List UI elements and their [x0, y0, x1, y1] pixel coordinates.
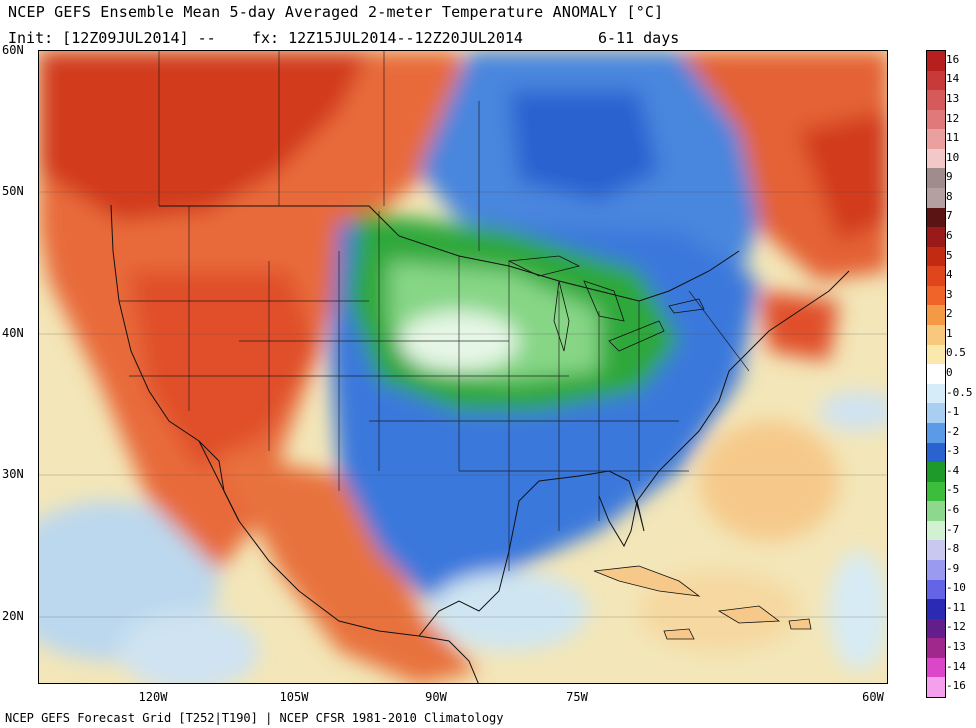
colorbar-cell — [927, 383, 945, 404]
colorbar-label: -3 — [946, 444, 960, 458]
colorbar-cell — [927, 51, 945, 72]
coastlines — [110, 204, 850, 683]
colorbar-cell — [927, 285, 945, 306]
great-lakes — [507, 255, 705, 352]
colorbar-label: -13 — [946, 640, 966, 654]
colorbar-label: 7 — [946, 209, 953, 223]
lon-label-105w: 105W — [279, 690, 309, 704]
colorbar-cell — [927, 246, 945, 267]
caribbean-islands — [593, 565, 812, 640]
colorbar-label: -0.5 — [946, 385, 973, 399]
colorbar-cell — [927, 129, 945, 150]
colorbar-label: -11 — [946, 600, 966, 614]
colorbar-label: 16 — [946, 52, 960, 66]
colorbar-label: 11 — [946, 131, 960, 145]
colorbar-cell — [927, 109, 945, 130]
colorbar-cell — [927, 207, 945, 228]
lon-label-120w: 120W — [138, 690, 168, 704]
colorbar-cell — [927, 540, 945, 561]
colorbar-label: 0 — [946, 366, 953, 379]
colorbar-label: 9 — [946, 170, 953, 184]
colorbar-label: -2 — [946, 424, 960, 438]
colorbar-label: -1 — [946, 405, 960, 419]
colorbar-cell — [927, 559, 945, 581]
lat-label-40n: 40N — [2, 326, 24, 340]
anomaly-map — [38, 50, 888, 684]
anomaly-map-svg — [39, 51, 887, 683]
colorbar-cell — [927, 599, 945, 620]
colorbar-label: -10 — [946, 581, 966, 595]
lat-label-30n: 30N — [2, 467, 24, 481]
lat-label-60n: 60N — [2, 43, 24, 57]
colorbar-label: -4 — [946, 463, 960, 477]
colorbar-cell — [927, 90, 945, 111]
colorbar-cell — [927, 618, 945, 639]
anomaly-field — [39, 51, 887, 683]
colorbar-label: -7 — [946, 522, 960, 536]
map-title: NCEP GEFS Ensemble Mean 5-day Averaged 2… — [8, 3, 664, 21]
colorbar-cell — [927, 442, 945, 463]
colorbar-cell — [927, 266, 945, 287]
colorbar-cell — [927, 227, 945, 248]
colorbar-cell — [927, 364, 945, 385]
colorbar-label: 13 — [946, 91, 960, 105]
colorbar-label: 10 — [946, 150, 960, 164]
colorbar-cell — [927, 501, 945, 522]
colorbar-cell — [927, 638, 945, 659]
colorbar-cell — [927, 579, 945, 600]
lon-label-90w: 90W — [425, 690, 447, 704]
init-time: Init: [12Z09JUL2014] -- — [8, 29, 216, 47]
colorbar-cell — [927, 657, 945, 678]
colorbar-cell — [927, 462, 945, 483]
colorbar-label: -16 — [946, 679, 966, 693]
colorbar-cell — [927, 325, 945, 346]
colorbar-label: 6 — [946, 228, 953, 242]
colorbar-cell — [927, 70, 945, 91]
colorbar-label: -5 — [946, 483, 960, 497]
colorbar-label: 12 — [946, 111, 960, 125]
colorbar-label: -8 — [946, 542, 960, 556]
colorbar-label: 8 — [946, 189, 953, 203]
colorbar-label: 2 — [946, 307, 953, 321]
colorbar-label: 3 — [946, 287, 953, 301]
lat-label-20n: 20N — [2, 609, 24, 623]
colorbar-cell — [927, 422, 945, 443]
colorbar-label: 0.5 — [946, 346, 966, 360]
footer-note: NCEP GEFS Forecast Grid [T252|T190] | NC… — [5, 711, 504, 725]
forecast-period: fx: 12Z15JUL2014--12Z20JUL2014 — [252, 29, 523, 47]
lon-label-75w: 75W — [566, 690, 588, 704]
colorbar-cell — [927, 403, 945, 424]
lon-label-60w: 60W — [862, 690, 884, 704]
colorbar-cell — [927, 188, 945, 209]
colorbar-cell — [927, 168, 945, 189]
colorbar-label: 14 — [946, 72, 960, 86]
colorbar-cell — [927, 305, 945, 326]
colorbar-label: -14 — [946, 659, 966, 673]
lat-label-50n: 50N — [2, 184, 24, 198]
colorbar-label: -12 — [946, 620, 966, 634]
colorbar-cell — [927, 481, 945, 502]
colorbar-cell — [927, 344, 945, 365]
state-borders — [119, 51, 750, 571]
colorbar-cell — [927, 520, 945, 541]
colorbar-cell — [927, 677, 945, 698]
lead-days: 6-11 days — [598, 29, 680, 47]
colorbar-label: 4 — [946, 268, 953, 282]
colorbar-label: 5 — [946, 248, 953, 262]
colorbar — [926, 50, 946, 698]
colorbar-label: -6 — [946, 503, 960, 517]
colorbar-label: -9 — [946, 561, 960, 575]
colorbar-label: 1 — [946, 326, 953, 340]
colorbar-cell — [927, 148, 945, 169]
